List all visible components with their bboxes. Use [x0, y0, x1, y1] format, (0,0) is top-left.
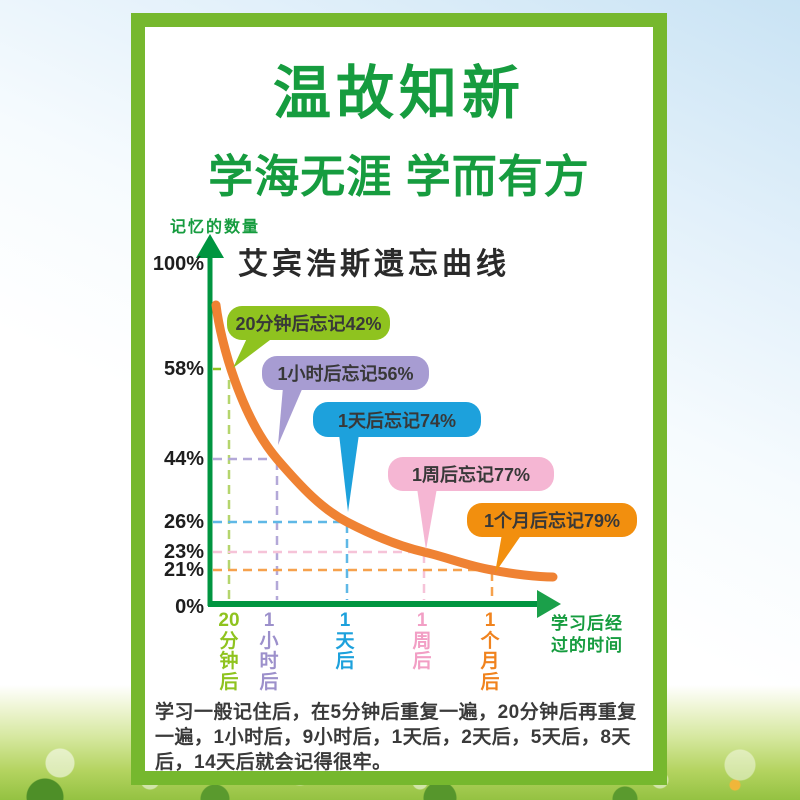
forgetting-curve [211, 300, 558, 582]
poster-frame [131, 13, 667, 785]
x-tick-1day: 1 天 后 [335, 610, 355, 672]
y-tick-100: 100% [152, 253, 204, 275]
x-tick-20min: 20 分 钟 后 [218, 610, 240, 693]
callout-tail-1month [495, 534, 522, 573]
callout-tail-1hour [278, 387, 303, 445]
callout-1day-label: 1天后忘记74% [337, 410, 457, 431]
y-axis-arrow-icon [196, 234, 224, 258]
y-tick-23: 23% [163, 541, 204, 563]
y-tick-26: 26% [163, 511, 204, 533]
callout-tail-1week [417, 488, 437, 550]
x-tick-1month: 1 个 月 后 [480, 610, 500, 693]
callout-1week: 1周后忘记77% [388, 457, 554, 491]
poster-subtitle: 学海无涯 学而有方 [208, 151, 590, 202]
callout-1hour-label: 1小时后忘记56% [277, 364, 414, 384]
y-axis-title: 记忆的数量 [170, 219, 261, 236]
callout-1month: 1个月后忘记79% [467, 503, 637, 537]
callout-tail-20min [233, 336, 270, 368]
footer-review-instructions: 学习一般记住后，在5分钟后重复一遍，20分钟后再重复一遍，1小时后，9小时后，1… [155, 702, 637, 773]
callout-20min-label: 20分钟后忘记42% [235, 314, 382, 334]
chart-title: 艾宾浩斯遗忘曲线 [238, 248, 510, 281]
callout-1day: 1天后忘记74% [313, 402, 481, 437]
callout-20min: 20分钟后忘记42% [227, 306, 390, 340]
callout-tail-1day [339, 434, 359, 512]
x-axis-arrow-icon [537, 590, 561, 618]
callout-1hour: 1小时后忘记56% [262, 356, 429, 390]
x-tick-1week: 1 周 后 [412, 610, 432, 672]
x-tick-1hour: 1 小 时 后 [259, 610, 279, 693]
y-tick-21: 21% [163, 559, 204, 581]
poster-title: 温故知新 [272, 61, 525, 126]
y-tick-44: 44% [163, 448, 204, 470]
callout-1month-label: 1个月后忘记79% [483, 511, 621, 531]
x-axis-title: 学习后经 过的时间 [551, 614, 623, 655]
callout-1week-label: 1周后忘记77% [411, 465, 531, 485]
y-tick-58: 58% [163, 358, 204, 380]
y-tick-0: 0% [175, 596, 204, 618]
